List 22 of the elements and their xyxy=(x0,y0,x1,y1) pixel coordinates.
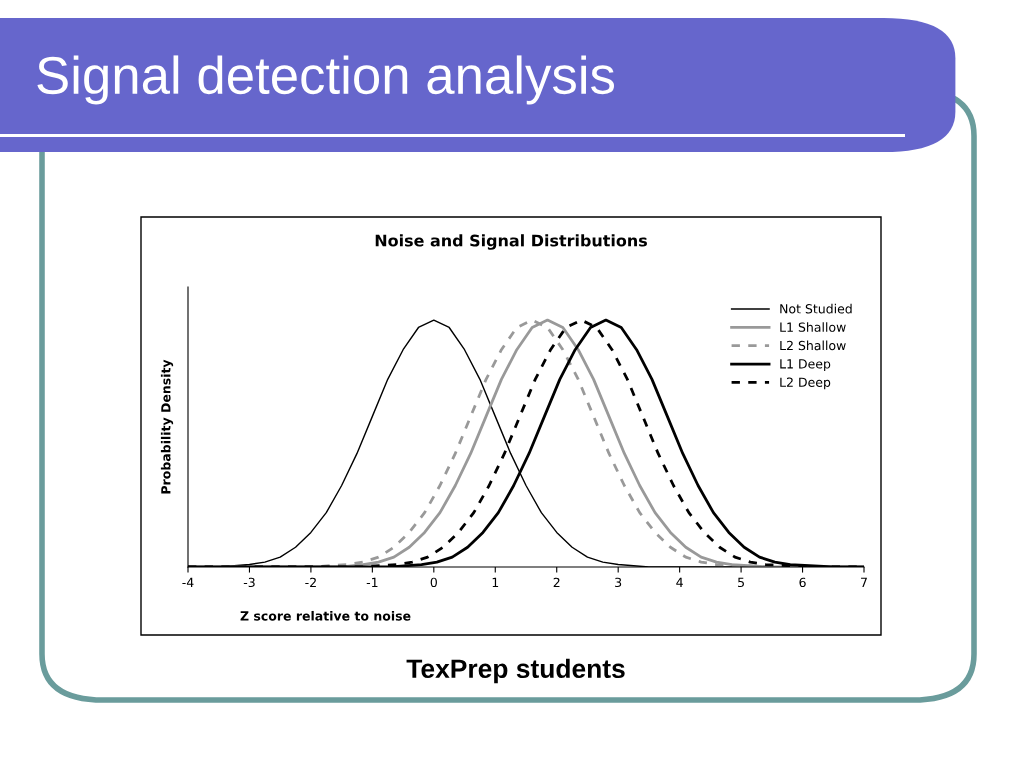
x-tick-label: 5 xyxy=(738,577,744,588)
legend-label: L1 Shallow xyxy=(780,322,846,332)
x-tick-label: 0 xyxy=(430,577,437,588)
text: TexPrep students xyxy=(406,658,625,684)
y-axis-title: Probability Density xyxy=(160,359,174,494)
x-tick-label: 6 xyxy=(799,577,806,588)
x-tick-label: 7 xyxy=(861,577,867,587)
chart-title: Noise and Signal Distributions xyxy=(375,234,647,250)
x-axis-title: Z score relative to noise xyxy=(240,610,411,621)
x-tick-label: 3 xyxy=(615,577,622,588)
x-tick-label: -2 xyxy=(305,577,316,587)
x-tick-label: 2 xyxy=(553,577,560,587)
x-tick-label: -3 xyxy=(243,577,255,588)
text: Signal detection analysis xyxy=(37,55,615,105)
legend-label: L1 Deep xyxy=(780,359,831,371)
legend-label: L2 Deep xyxy=(780,377,831,390)
x-tick-label: -4 xyxy=(182,577,194,587)
x-tick-label: 1 xyxy=(492,577,499,587)
legend-label: Not Studied xyxy=(780,303,852,314)
legend-label: L2 Shallow xyxy=(780,340,846,351)
x-tick-label: -1 xyxy=(366,577,378,587)
x-tick-label: 4 xyxy=(676,577,683,587)
